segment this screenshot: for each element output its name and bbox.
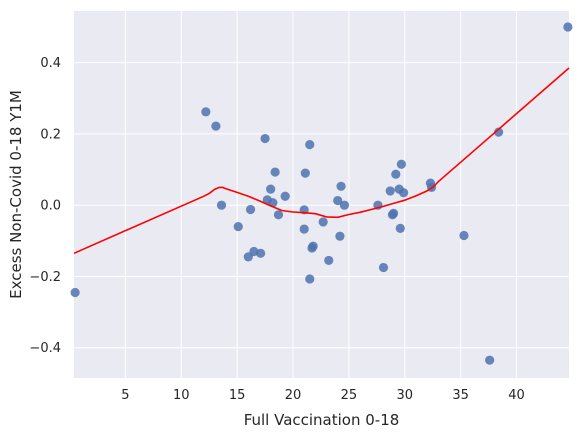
data-point bbox=[201, 107, 211, 117]
y-gridlines bbox=[74, 62, 569, 349]
y-tick-labels: −0.4 −0.2 0.0 0.2 0.4 bbox=[29, 56, 61, 356]
x-tick-label: 20 bbox=[285, 388, 302, 403]
data-point bbox=[339, 200, 350, 210]
data-point bbox=[300, 168, 310, 178]
data-point bbox=[273, 210, 284, 220]
y-axis-label: Excess Non-Covid 0-18 Y1M bbox=[7, 90, 25, 299]
data-points bbox=[70, 22, 573, 365]
data-point bbox=[485, 355, 495, 365]
data-point bbox=[305, 274, 315, 284]
data-point bbox=[385, 186, 395, 196]
data-point bbox=[378, 262, 389, 273]
data-point bbox=[395, 223, 405, 233]
data-point bbox=[391, 169, 401, 179]
data-point bbox=[318, 217, 328, 227]
data-point bbox=[256, 248, 266, 258]
data-point bbox=[233, 221, 243, 232]
y-tick-label: −0.2 bbox=[29, 270, 61, 285]
y-tick-label: 0.2 bbox=[40, 127, 61, 142]
y-tick-label: 0.4 bbox=[40, 56, 61, 71]
data-point bbox=[308, 241, 318, 251]
data-point bbox=[266, 184, 276, 194]
x-tick-label: 30 bbox=[396, 388, 413, 403]
plot-background bbox=[74, 11, 569, 378]
data-point bbox=[216, 200, 227, 210]
trend-line bbox=[73, 67, 570, 255]
data-point bbox=[388, 208, 399, 218]
data-point bbox=[245, 204, 256, 215]
data-point bbox=[270, 167, 280, 177]
data-point bbox=[260, 133, 270, 144]
x-axis-label: Full Vaccination 0-18 bbox=[244, 411, 400, 429]
data-point bbox=[324, 255, 334, 266]
x-tick-label: 5 bbox=[121, 388, 129, 403]
data-point bbox=[396, 159, 406, 169]
x-tick-label: 35 bbox=[452, 388, 469, 403]
data-point bbox=[459, 230, 469, 241]
data-point bbox=[333, 195, 343, 206]
y-tick-label: −0.4 bbox=[29, 341, 61, 356]
data-point bbox=[494, 127, 504, 137]
data-point bbox=[399, 188, 409, 198]
x-tick-label: 15 bbox=[229, 388, 246, 403]
data-point bbox=[336, 181, 346, 191]
x-tick-label: 25 bbox=[341, 388, 358, 403]
y-tick-label: 0.0 bbox=[40, 199, 61, 214]
data-point bbox=[335, 231, 345, 241]
data-point bbox=[305, 140, 315, 150]
data-point bbox=[299, 224, 309, 234]
data-point bbox=[280, 191, 290, 201]
data-point bbox=[70, 287, 80, 298]
x-tick-labels: 5 10 15 20 25 30 35 40 bbox=[121, 388, 524, 403]
data-point bbox=[211, 121, 221, 131]
x-tick-label: 10 bbox=[173, 388, 190, 403]
x-tick-label: 40 bbox=[508, 388, 525, 403]
data-point bbox=[563, 22, 573, 32]
